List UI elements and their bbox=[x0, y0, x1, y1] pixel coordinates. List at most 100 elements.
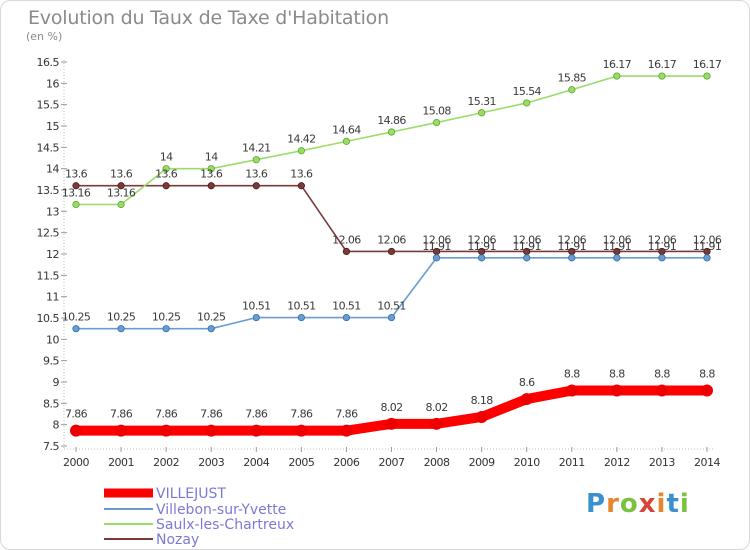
y-tick-label: 13.5 bbox=[37, 184, 60, 197]
data-point bbox=[162, 325, 170, 333]
data-label: 11.91 bbox=[648, 240, 677, 253]
data-label: 8.8 bbox=[609, 368, 625, 381]
data-point bbox=[520, 393, 533, 406]
data-point bbox=[385, 417, 398, 430]
data-label: 14.64 bbox=[332, 123, 361, 136]
legend-item: VILLEJUST bbox=[104, 486, 226, 502]
x-tick-label: 2012 bbox=[604, 456, 630, 469]
data-point bbox=[297, 147, 305, 155]
data-label: 12.06 bbox=[558, 233, 587, 246]
data-label: 13.6 bbox=[200, 168, 223, 181]
y-tick-label: 7.5 bbox=[43, 440, 59, 453]
y-tick-label: 16 bbox=[46, 77, 59, 90]
data-point bbox=[568, 86, 576, 94]
data-label: 13.16 bbox=[62, 187, 91, 200]
legend-item: Villebon-sur-Yvette bbox=[104, 502, 286, 518]
data-label: 8.8 bbox=[654, 368, 670, 381]
data-label: 14 bbox=[205, 151, 218, 164]
data-point bbox=[655, 384, 668, 397]
y-tick-label: 15 bbox=[46, 120, 59, 133]
y-tick-label: 12 bbox=[46, 248, 59, 261]
x-tick-label: 2003 bbox=[198, 456, 224, 469]
data-point bbox=[297, 182, 305, 190]
data-point bbox=[613, 254, 621, 262]
data-point bbox=[387, 313, 396, 322]
data-label: 11.91 bbox=[603, 240, 632, 253]
series-0 bbox=[70, 384, 713, 437]
legend-item: Saulx-les-Chartreux bbox=[104, 517, 294, 533]
x-tick-label: 2009 bbox=[469, 456, 495, 469]
data-point bbox=[342, 137, 351, 145]
y-tick-label: 10.5 bbox=[37, 312, 60, 325]
data-label: 14.86 bbox=[377, 114, 406, 127]
data-label: 10.25 bbox=[197, 311, 226, 324]
data-label: 15.85 bbox=[558, 72, 587, 85]
data-label: 10.25 bbox=[152, 311, 181, 324]
x-tick-label: 2000 bbox=[63, 456, 89, 469]
y-tick-label: 14 bbox=[46, 163, 59, 176]
x-tick-label: 2010 bbox=[514, 456, 540, 469]
data-point bbox=[523, 99, 531, 107]
data-label: 11.91 bbox=[512, 240, 541, 253]
data-point bbox=[703, 254, 711, 262]
data-label: 7.86 bbox=[65, 408, 88, 421]
x-tick-label: 2002 bbox=[153, 456, 179, 469]
data-labels-layer: 13.6 13.6 13.6 13.6 13.6 13.612.06 12.06 12.06 1… bbox=[62, 58, 723, 421]
x-tick-label: 2014 bbox=[694, 456, 720, 469]
data-point bbox=[432, 254, 441, 262]
legend-label: Nozay bbox=[156, 532, 199, 548]
data-point bbox=[72, 182, 80, 190]
data-point bbox=[117, 200, 125, 209]
x-tick-label: 2013 bbox=[649, 456, 675, 469]
data-point bbox=[342, 313, 351, 322]
data-label: 16.17 bbox=[693, 58, 722, 71]
y-tick-label: 13 bbox=[46, 205, 59, 218]
data-label: 10.25 bbox=[107, 311, 136, 324]
data-point bbox=[250, 424, 263, 437]
data-point bbox=[342, 247, 351, 256]
x-tick-label: 2011 bbox=[559, 456, 585, 469]
data-point bbox=[72, 325, 80, 333]
series-2 bbox=[72, 72, 711, 209]
data-label: 7.86 bbox=[335, 408, 358, 421]
data-label: 13.16 bbox=[107, 187, 136, 200]
data-point bbox=[207, 182, 215, 190]
data-label: 7.86 bbox=[155, 408, 178, 421]
x-tick-label: 2008 bbox=[424, 456, 450, 469]
data-point bbox=[297, 313, 305, 322]
x-tick-label: 2004 bbox=[243, 456, 269, 469]
data-point bbox=[117, 182, 125, 190]
data-label: 15.08 bbox=[422, 105, 451, 118]
data-point bbox=[117, 325, 125, 333]
legend-label: Villebon-sur-Yvette bbox=[156, 502, 286, 518]
data-label: 11.91 bbox=[422, 240, 451, 253]
data-label: 16.17 bbox=[603, 58, 632, 71]
data-label: 8.18 bbox=[471, 394, 494, 407]
x-tick-label: 2001 bbox=[108, 456, 134, 469]
data-point bbox=[565, 384, 578, 397]
data-label: 12.06 bbox=[648, 233, 677, 246]
data-point bbox=[162, 165, 170, 173]
data-point bbox=[252, 182, 260, 190]
y-tick-label: 16.5 bbox=[37, 56, 60, 69]
data-label: 7.86 bbox=[245, 408, 268, 421]
x-tick-label: 2007 bbox=[379, 456, 405, 469]
chart-unit-label: (en %) bbox=[26, 30, 63, 43]
data-point bbox=[475, 410, 488, 423]
data-label: 13.6 bbox=[290, 168, 313, 181]
y-tick-label: 14.5 bbox=[37, 141, 60, 154]
data-point bbox=[70, 424, 82, 437]
y-tick-label: 11.5 bbox=[37, 269, 60, 282]
data-label: 8.8 bbox=[564, 368, 580, 381]
data-label: 13.6 bbox=[155, 168, 178, 181]
data-label: 10.51 bbox=[287, 300, 316, 313]
data-label: 8.8 bbox=[699, 368, 715, 381]
data-label: 10.51 bbox=[377, 300, 406, 313]
data-label: 11.91 bbox=[693, 240, 722, 253]
data-point bbox=[162, 182, 170, 190]
data-label: 12.06 bbox=[693, 233, 722, 246]
data-label: 12.06 bbox=[422, 233, 451, 246]
axes: 7.5 8 8.5 9 9.5 10 10.5 11 11.5 12 12.5 13 13.5 14 14.… bbox=[37, 56, 721, 469]
